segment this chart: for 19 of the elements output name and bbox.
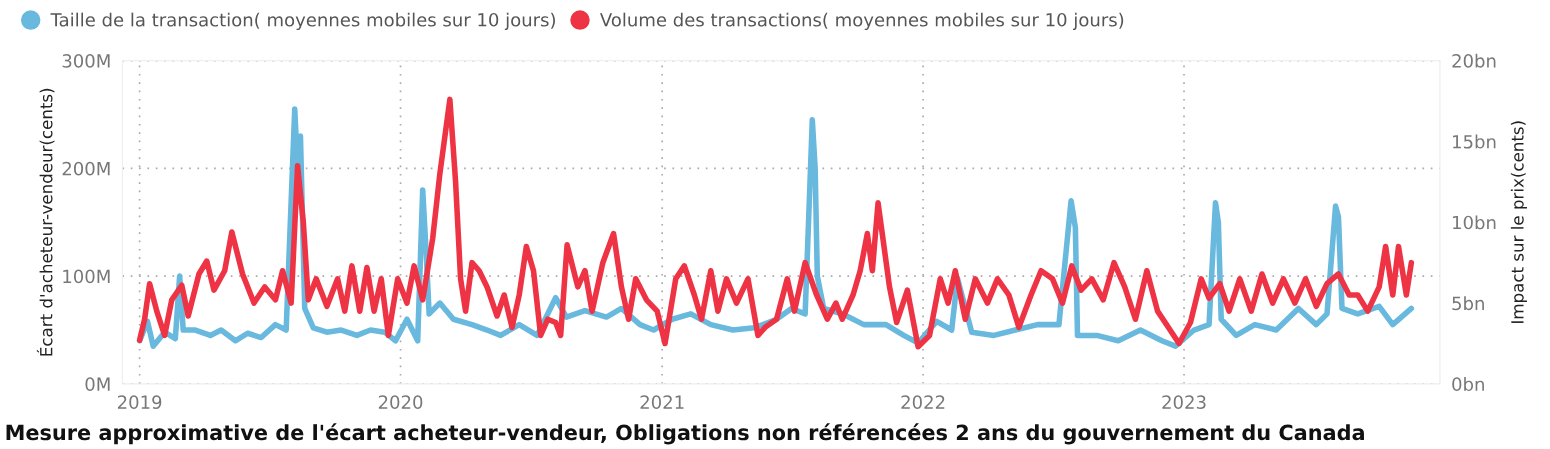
y-tick-label: 200M xyxy=(62,161,110,176)
x-tick-label: 2020 xyxy=(378,395,423,409)
y-tick-label: 300M xyxy=(62,54,110,68)
y-tick-label: 100M xyxy=(63,269,110,284)
y2-tick-label: 15bn xyxy=(1453,134,1496,149)
y2-tick-label: 5bn xyxy=(1452,296,1484,311)
text: Mesure approximative de l'écart acheteur-vendeur, Obligations non référencées 2 ans du gouvernement du Canada xyxy=(6,423,1364,445)
y-tick-label: 0M xyxy=(85,377,110,392)
x-tick-label: 2021 xyxy=(640,395,684,409)
y2-tick-label: 20bn xyxy=(1452,53,1496,68)
legend-label: Volume des transactions( moyennes mobiles sur 10 jours) xyxy=(600,12,1124,31)
legend-label: Taille de la transaction( moyennes mobiles sur 10 jours) xyxy=(50,12,555,31)
y2-tick-label: 10bn xyxy=(1453,215,1496,230)
y-axis-title: Écart d'acheteur-vendeur(cents) xyxy=(36,88,55,356)
y2-axis-title: Impact sur le prix(cents) xyxy=(1510,121,1527,323)
y2-tick-label: 0bn xyxy=(1452,377,1484,392)
x-tick-label: 2023 xyxy=(1162,395,1206,409)
x-tick-label: 2022 xyxy=(901,395,945,409)
x-tick-label: 2019 xyxy=(117,395,162,409)
